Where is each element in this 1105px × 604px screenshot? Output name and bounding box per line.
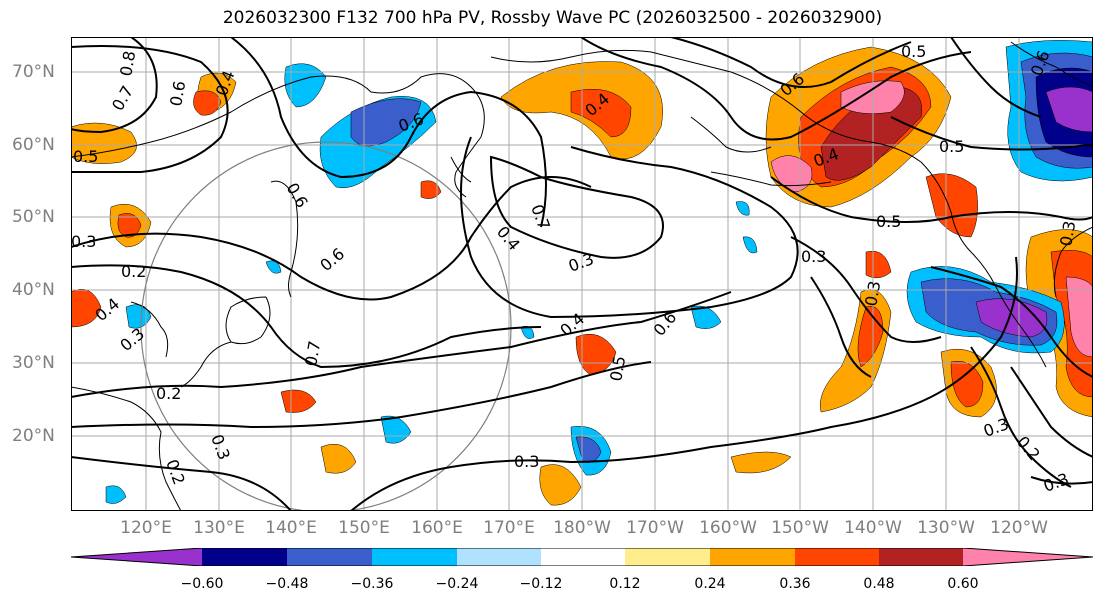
colorbar-tick: 0.12 xyxy=(609,576,641,592)
contour-label: 0.6 xyxy=(166,79,189,107)
lon-label-160w: 160°W xyxy=(699,518,757,538)
contour-label: 0.3 xyxy=(861,279,884,307)
colorbar-tick: −0.36 xyxy=(350,576,394,592)
contour-label: 0.2 xyxy=(156,384,181,403)
lon-label-140w: 140°W xyxy=(844,518,902,538)
colorbar-segment xyxy=(71,548,202,566)
lon-label-120w: 120°W xyxy=(990,518,1048,538)
colorbar-tick: 0.36 xyxy=(779,576,811,592)
colorbar-tick: −0.48 xyxy=(265,576,309,592)
colorbar-segment xyxy=(879,548,963,566)
colorbar-tick: 0.48 xyxy=(863,576,895,592)
contour-label: 0.7 xyxy=(301,339,324,367)
pv-positive-anomalies xyxy=(71,46,1093,506)
colorbar-tick: 0.24 xyxy=(694,576,726,592)
colorbar-segment xyxy=(795,548,879,566)
colorbar-segment xyxy=(625,548,710,566)
contour-label: 0.5 xyxy=(606,354,629,382)
lon-label-120e: 120°E xyxy=(120,518,172,538)
pv-contours xyxy=(71,37,1093,511)
colorbar-segment xyxy=(457,548,541,566)
contour-label: 0.3 xyxy=(801,247,826,266)
lon-label-150w: 150°W xyxy=(771,518,829,538)
lon-label-180w: 180°W xyxy=(553,518,611,538)
contour-label: 0.5 xyxy=(939,137,964,156)
lat-label-20n: 20°N xyxy=(12,426,55,446)
lon-label-130e: 130°E xyxy=(193,518,245,538)
map-title: 2026032300 F132 700 hPa PV, Rossby Wave … xyxy=(222,8,883,28)
colorbar-segment xyxy=(963,548,1093,566)
colorbar-segment xyxy=(710,548,795,566)
lon-label-160e: 160°E xyxy=(411,518,463,538)
reference-circle xyxy=(140,141,512,511)
colorbar-segment xyxy=(372,548,457,566)
lon-label-140e: 140°E xyxy=(265,518,317,538)
map-frame xyxy=(71,37,1093,511)
lon-label-130w: 130°W xyxy=(917,518,975,538)
contour-label: 0.5 xyxy=(876,212,901,231)
lon-label-150e: 150°E xyxy=(338,518,390,538)
lat-label-60n: 60°N xyxy=(12,135,55,155)
lat-label-70n: 70°N xyxy=(12,62,55,82)
contour-label: 0.2 xyxy=(121,262,146,281)
map-panel: 0.8 0.7 0.6 0.4 0.5 0.6 0.4 0.6 0.5 0.6 … xyxy=(71,37,1093,511)
contour-label: 0.5 xyxy=(901,42,926,61)
colorbar-tick: −0.12 xyxy=(519,576,563,592)
lon-label-170w: 170°W xyxy=(626,518,684,538)
colorbar-segment xyxy=(541,548,625,566)
colorbar-segment xyxy=(287,548,372,566)
colorbar xyxy=(71,548,1093,566)
contour-label: 0.8 xyxy=(116,49,139,77)
colorbar-tick: −0.24 xyxy=(435,576,479,592)
lat-label-40n: 40°N xyxy=(12,280,55,300)
lat-label-50n: 50°N xyxy=(12,207,55,227)
colorbar-tick: −0.60 xyxy=(180,576,224,592)
lat-label-30n: 30°N xyxy=(12,353,55,373)
contour-label: 0.3 xyxy=(71,232,96,251)
contour-label: 0.3 xyxy=(514,452,539,471)
contour-label: 0.3 xyxy=(1056,219,1079,247)
contour-label: 0.5 xyxy=(73,147,98,166)
colorbar-segment xyxy=(202,548,287,566)
lon-label-170e: 170°E xyxy=(483,518,535,538)
colorbar-tick: 0.60 xyxy=(947,576,979,592)
